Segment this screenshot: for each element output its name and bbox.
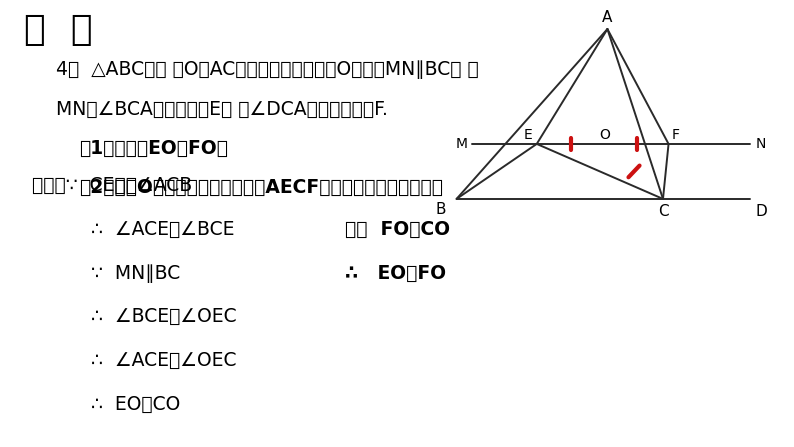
Text: D: D — [755, 203, 767, 219]
Text: 4．  △ABC中， 点O是AC边上一个动点，过点O作直线MN∥BC， 设: 4． △ABC中， 点O是AC边上一个动点，过点O作直线MN∥BC， 设 — [56, 60, 478, 80]
Text: 证明：∵  CE平分∠ACB: 证明：∵ CE平分∠ACB — [32, 176, 192, 195]
Text: N: N — [755, 137, 766, 151]
Text: ∴  EO＝CO: ∴ EO＝CO — [91, 395, 180, 414]
Text: 作  业: 作 业 — [24, 13, 92, 47]
Text: F: F — [672, 127, 680, 142]
Text: ∴  ∠BCE＝∠OEC: ∴ ∠BCE＝∠OEC — [91, 308, 237, 326]
Text: （1）求证：EO＝FO；: （1）求证：EO＝FO； — [79, 139, 229, 158]
Text: ∴  ∠ACE＝∠BCE: ∴ ∠ACE＝∠BCE — [91, 220, 235, 239]
Text: （2）当点O运动到何处时，四边形AECF是矩形？并证明你的结论: （2）当点O运动到何处时，四边形AECF是矩形？并证明你的结论 — [79, 178, 443, 198]
Text: C: C — [657, 203, 669, 219]
Text: ∴   EO＝FO: ∴ EO＝FO — [345, 264, 446, 283]
Text: A: A — [602, 10, 613, 25]
Text: ∵  MN∥BC: ∵ MN∥BC — [91, 264, 180, 283]
Text: MN交∠BCA的平分线于E， 交∠DCA的平分线于点F.: MN交∠BCA的平分线于E， 交∠DCA的平分线于点F. — [56, 100, 387, 119]
Text: ∴  ∠ACE＝∠OEC: ∴ ∠ACE＝∠OEC — [91, 351, 237, 370]
Text: B: B — [436, 202, 446, 217]
Text: O: O — [599, 127, 611, 142]
Text: E: E — [524, 127, 533, 142]
Text: 同理  FO＝CO: 同理 FO＝CO — [345, 220, 450, 239]
Text: M: M — [455, 137, 467, 151]
